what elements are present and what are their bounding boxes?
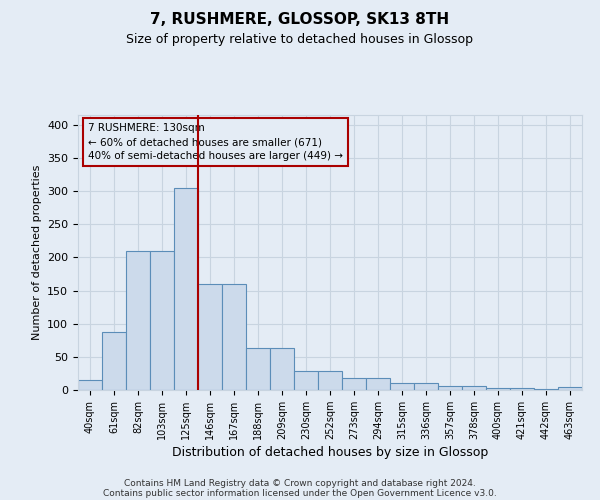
Bar: [414, 384, 438, 390]
Text: Contains HM Land Registry data © Crown copyright and database right 2024.: Contains HM Land Registry data © Crown c…: [124, 478, 476, 488]
Bar: [390, 384, 414, 390]
Y-axis label: Number of detached properties: Number of detached properties: [32, 165, 41, 340]
X-axis label: Distribution of detached houses by size in Glossop: Distribution of detached houses by size …: [172, 446, 488, 459]
Bar: [558, 388, 582, 390]
Bar: [534, 388, 558, 390]
Bar: [174, 188, 198, 390]
Text: 7, RUSHMERE, GLOSSOP, SK13 8TH: 7, RUSHMERE, GLOSSOP, SK13 8TH: [151, 12, 449, 28]
Text: Size of property relative to detached houses in Glossop: Size of property relative to detached ho…: [127, 32, 473, 46]
Bar: [198, 284, 222, 390]
Bar: [222, 284, 246, 390]
Bar: [246, 348, 270, 390]
Bar: [126, 251, 150, 390]
Bar: [486, 388, 510, 390]
Bar: [438, 386, 462, 390]
Bar: [150, 251, 174, 390]
Bar: [270, 348, 294, 390]
Text: 7 RUSHMERE: 130sqm
← 60% of detached houses are smaller (671)
40% of semi-detach: 7 RUSHMERE: 130sqm ← 60% of detached hou…: [88, 123, 343, 161]
Bar: [318, 372, 342, 390]
Text: Contains public sector information licensed under the Open Government Licence v3: Contains public sector information licen…: [103, 488, 497, 498]
Bar: [78, 380, 102, 390]
Bar: [462, 386, 486, 390]
Bar: [366, 378, 390, 390]
Bar: [294, 372, 318, 390]
Bar: [342, 378, 366, 390]
Bar: [102, 332, 126, 390]
Bar: [510, 388, 534, 390]
